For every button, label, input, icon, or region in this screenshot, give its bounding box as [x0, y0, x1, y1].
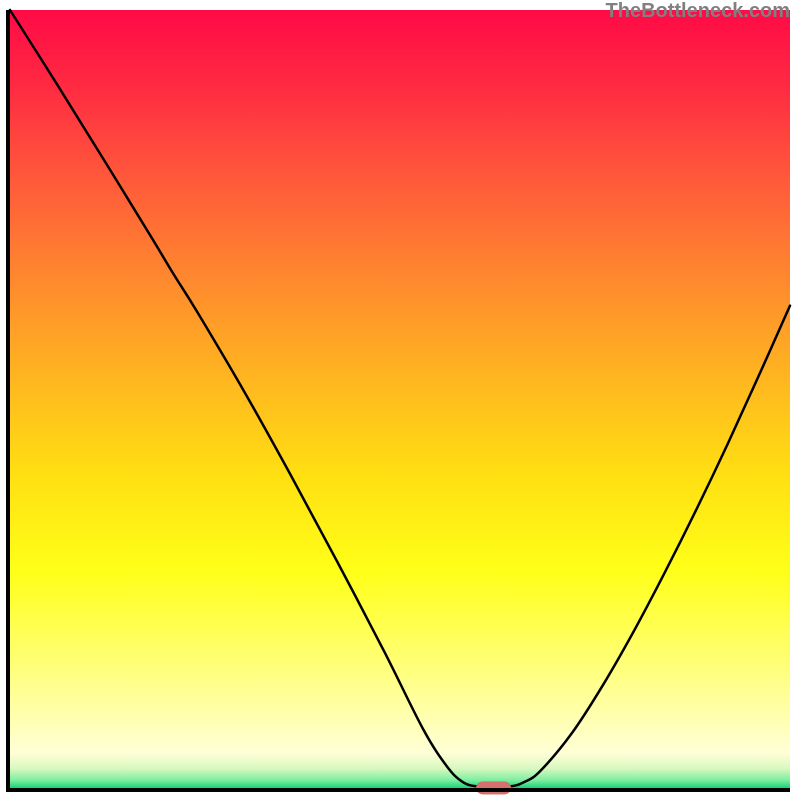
chart-container: TheBottleneck.com: [0, 0, 800, 800]
bottleneck-chart: [0, 0, 800, 800]
plot-background: [10, 10, 790, 788]
